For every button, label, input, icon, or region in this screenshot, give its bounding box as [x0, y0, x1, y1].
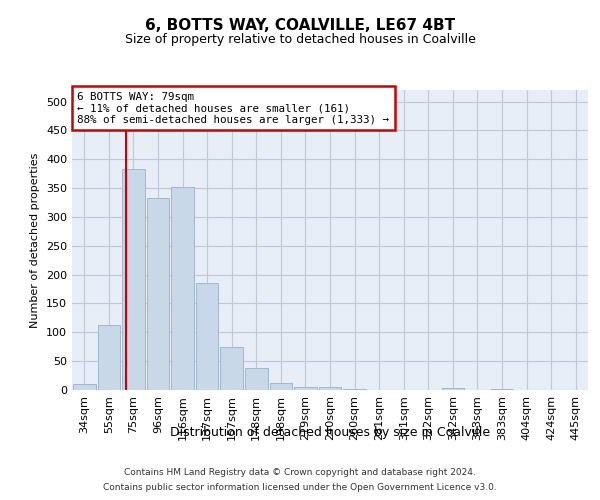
Bar — [73, 384, 95, 390]
Bar — [196, 284, 218, 390]
Bar — [269, 383, 292, 390]
Bar — [319, 387, 341, 390]
Bar — [245, 368, 268, 390]
Text: Distribution of detached houses by size in Coalville: Distribution of detached houses by size … — [170, 426, 490, 439]
Text: 6 BOTTS WAY: 79sqm
← 11% of detached houses are smaller (161)
88% of semi-detach: 6 BOTTS WAY: 79sqm ← 11% of detached hou… — [77, 92, 389, 124]
Y-axis label: Number of detached properties: Number of detached properties — [31, 152, 40, 328]
Text: Size of property relative to detached houses in Coalville: Size of property relative to detached ho… — [125, 32, 475, 46]
Bar — [442, 388, 464, 390]
Bar — [491, 389, 514, 390]
Bar — [220, 346, 243, 390]
Bar — [294, 386, 317, 390]
Bar — [171, 187, 194, 390]
Bar — [146, 198, 169, 390]
Bar — [98, 325, 120, 390]
Bar — [122, 169, 145, 390]
Text: Contains public sector information licensed under the Open Government Licence v3: Contains public sector information licen… — [103, 483, 497, 492]
Text: Contains HM Land Registry data © Crown copyright and database right 2024.: Contains HM Land Registry data © Crown c… — [124, 468, 476, 477]
Text: 6, BOTTS WAY, COALVILLE, LE67 4BT: 6, BOTTS WAY, COALVILLE, LE67 4BT — [145, 18, 455, 32]
